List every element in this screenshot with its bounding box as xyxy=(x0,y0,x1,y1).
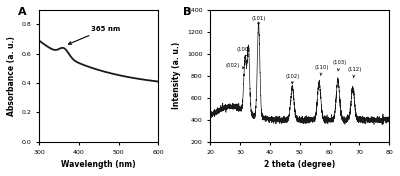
Text: (100): (100) xyxy=(236,46,251,57)
Text: A: A xyxy=(18,7,26,17)
Text: (002): (002) xyxy=(226,63,244,68)
Text: (110): (110) xyxy=(315,65,329,75)
X-axis label: 2 theta (degree): 2 theta (degree) xyxy=(264,160,335,169)
Text: (112): (112) xyxy=(348,67,362,77)
Text: (103): (103) xyxy=(333,60,347,71)
Y-axis label: Intensity (a. u.): Intensity (a. u.) xyxy=(172,42,182,109)
Text: 365 nm: 365 nm xyxy=(68,26,120,44)
Y-axis label: Absorbance (a. u.): Absorbance (a. u.) xyxy=(7,36,16,116)
Text: (102): (102) xyxy=(285,74,300,84)
Text: B: B xyxy=(184,7,192,17)
X-axis label: Wavelength (nm): Wavelength (nm) xyxy=(61,160,136,169)
Text: (101): (101) xyxy=(251,16,266,25)
